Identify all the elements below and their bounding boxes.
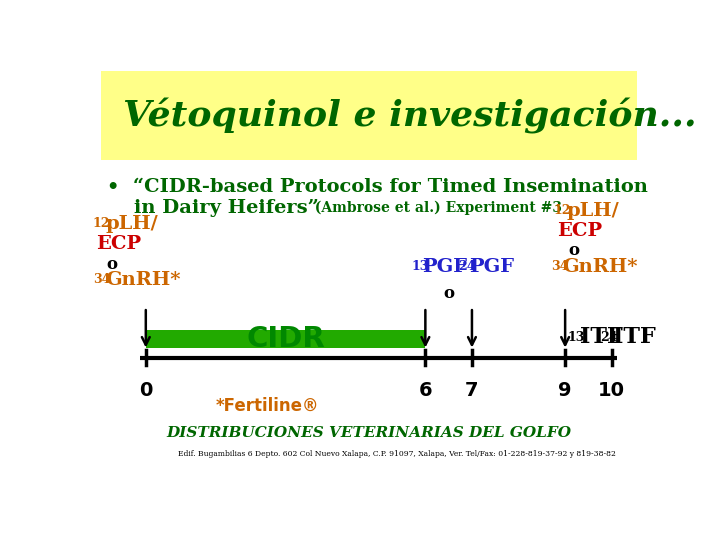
Text: •  “CIDR-based Protocols for Timed Insemination: • “CIDR-based Protocols for Timed Insemi…	[107, 178, 647, 197]
Text: o: o	[568, 242, 579, 259]
Text: ITF: ITF	[613, 326, 656, 348]
Text: ITF: ITF	[580, 326, 622, 348]
Text: in Dairy Heifers”: in Dairy Heifers”	[107, 199, 319, 217]
Bar	[145, 330, 426, 348]
Text: *Fertiline®: *Fertiline®	[216, 397, 319, 415]
Text: 6: 6	[418, 381, 432, 400]
Text: 0: 0	[139, 381, 153, 400]
Text: 12: 12	[554, 205, 572, 218]
Text: (Ambrose et al.) Experiment #3: (Ambrose et al.) Experiment #3	[310, 201, 562, 215]
Text: DISTRIBUCIONES VETERINARIAS DEL GOLFO: DISTRIBUCIONES VETERINARIAS DEL GOLFO	[166, 426, 572, 440]
Text: 12: 12	[93, 217, 110, 230]
Text: 9: 9	[559, 381, 572, 400]
Text: Vétoquinol e investigación...: Vétoquinol e investigación...	[124, 98, 697, 134]
Text: Edif. Bugambilias 6 Depto. 602 Col Nuevo Xalapa, C.P. 91097, Xalapa, Ver. Tel/Fa: Edif. Bugambilias 6 Depto. 602 Col Nuevo…	[178, 450, 616, 457]
Text: ECP: ECP	[557, 222, 603, 240]
Text: 34: 34	[93, 273, 110, 286]
Text: 34: 34	[552, 260, 569, 273]
Text: ECP: ECP	[96, 234, 141, 253]
Text: 24: 24	[600, 330, 618, 343]
Text: 13: 13	[568, 330, 585, 343]
Text: 24: 24	[458, 260, 475, 273]
Text: o: o	[107, 255, 118, 273]
Text: GnRH*: GnRH*	[105, 271, 181, 289]
Text: GnRH*: GnRH*	[562, 258, 638, 276]
Text: 10: 10	[598, 381, 625, 400]
Text: PGF: PGF	[469, 258, 514, 276]
Text: pLH/: pLH/	[105, 214, 158, 233]
Text: 7: 7	[465, 381, 479, 400]
Bar	[101, 71, 636, 160]
Text: PGF: PGF	[423, 258, 467, 276]
Text: pLH/: pLH/	[566, 202, 619, 220]
Text: o: o	[443, 285, 454, 302]
Text: 13: 13	[411, 260, 429, 273]
Text: CIDR: CIDR	[246, 325, 325, 353]
